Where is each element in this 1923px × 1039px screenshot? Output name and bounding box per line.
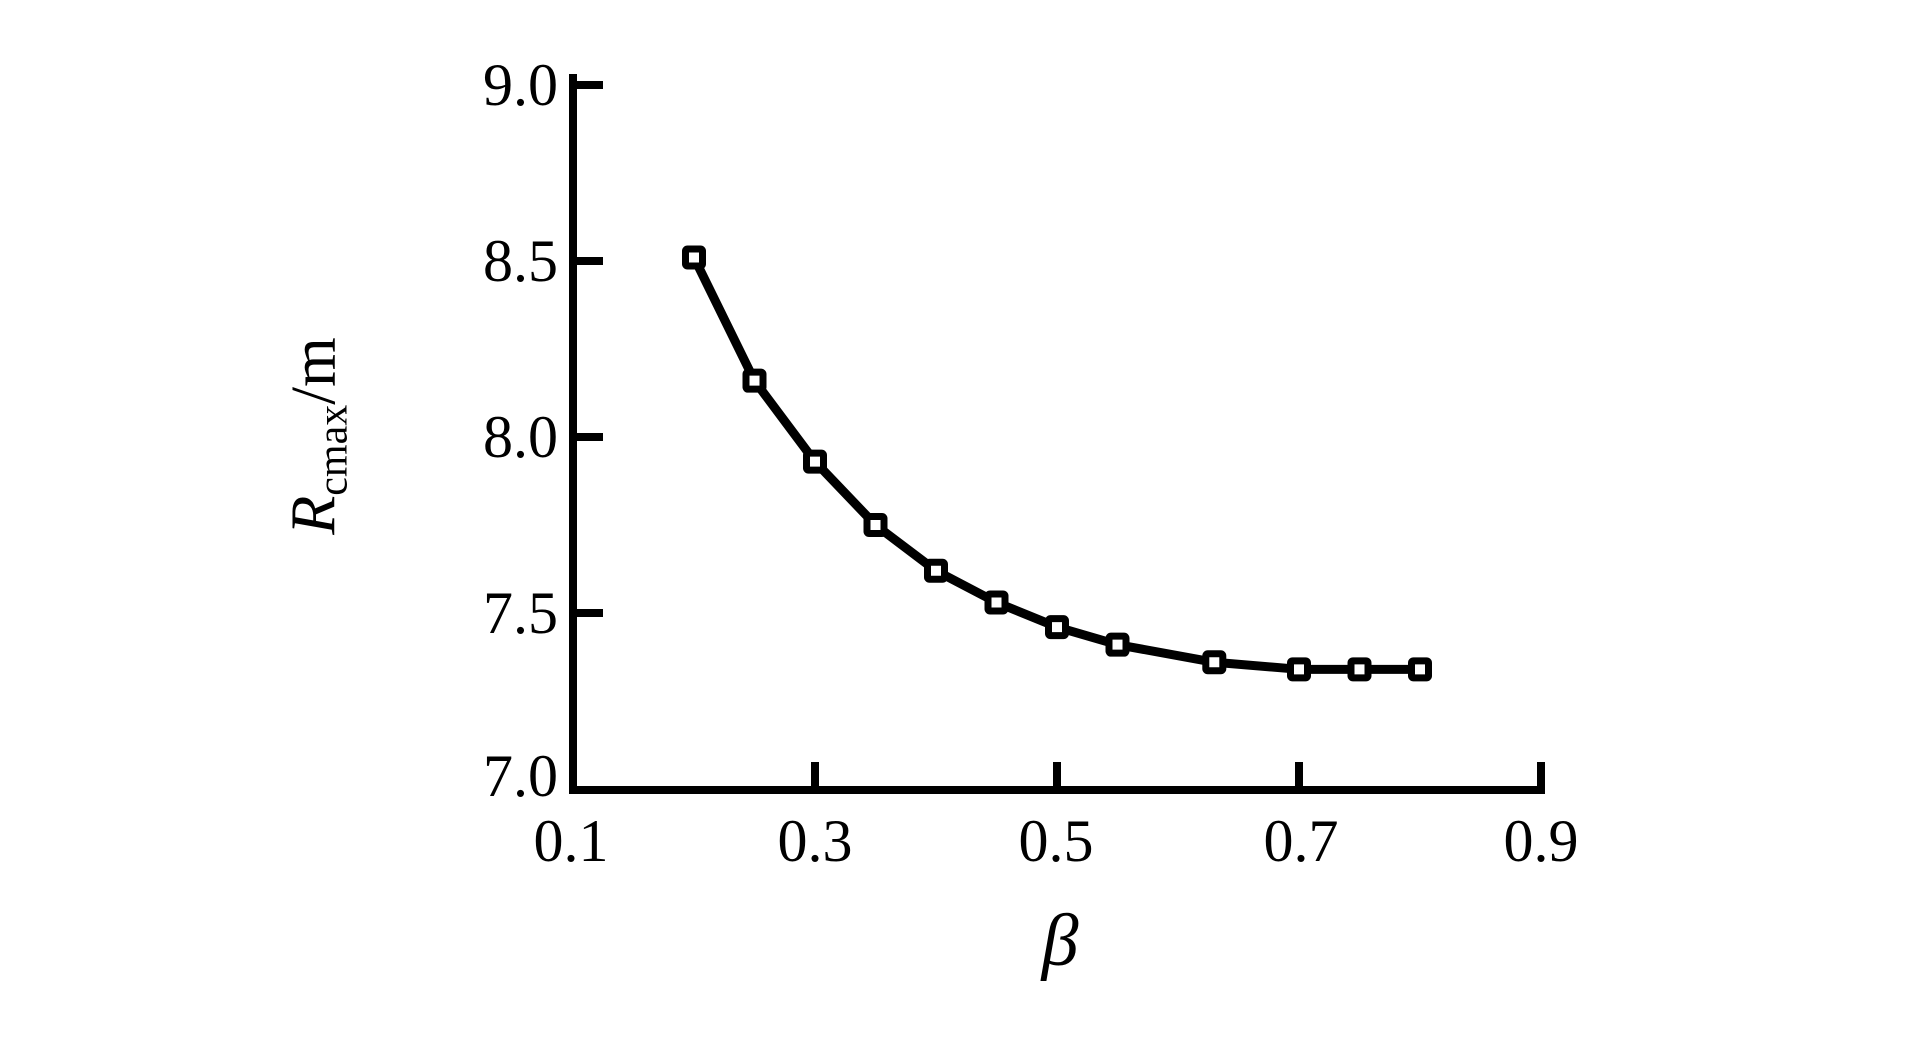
data-point-marker <box>803 449 827 474</box>
data-point-marker <box>984 590 1009 615</box>
data-point-marker <box>682 245 706 270</box>
data-series-line <box>689 255 1420 674</box>
x-tick-label: 0.3 <box>777 808 853 874</box>
data-point-marker <box>863 513 888 537</box>
y-axis-unit: /m <box>277 337 349 405</box>
y-tick-label: 7.0 <box>483 743 558 809</box>
x-tick-label: 0.1 <box>533 808 609 874</box>
y-tick-label: 9.0 <box>483 52 558 118</box>
data-point-marker <box>924 558 948 583</box>
data-point-marker <box>1045 615 1069 640</box>
y-tick-label: 8.5 <box>483 228 558 294</box>
y-tick-label: 7.5 <box>483 580 558 646</box>
data-point-marker <box>1202 650 1227 675</box>
data-point-marker <box>1287 657 1311 682</box>
x-tick-label: 0.5 <box>1018 808 1094 874</box>
x-axis-label: β <box>1041 900 1079 982</box>
data-point-marker <box>742 368 767 393</box>
y-axis-subscript: cmax <box>310 404 357 496</box>
y-tick-label: 8.0 <box>483 404 558 470</box>
data-point-marker <box>1408 657 1432 682</box>
x-tick-label: 0.9 <box>1503 808 1579 874</box>
data-point-marker <box>1105 632 1130 657</box>
y-axis-symbol: R <box>277 495 349 535</box>
data-point-marker <box>1347 657 1372 682</box>
x-tick-label: 0.7 <box>1263 808 1339 874</box>
y-axis-label: Rcmax/m <box>278 337 357 535</box>
axis-frame <box>569 74 1545 794</box>
